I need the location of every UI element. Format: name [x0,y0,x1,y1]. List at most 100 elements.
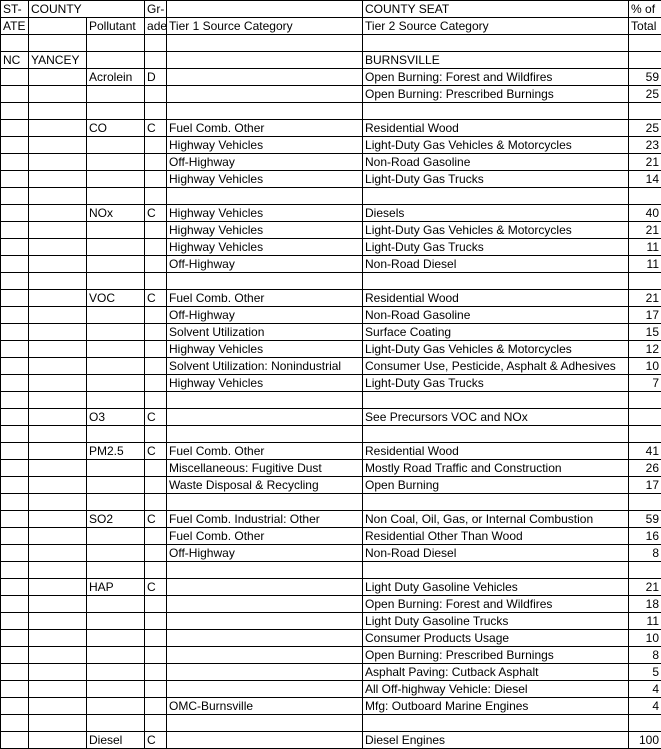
cell-state [1,35,29,52]
cell-grade [145,664,167,681]
cell-tier2: Diesels [363,205,629,222]
cell-county [29,613,87,630]
cell-grade [145,715,167,732]
cell-state: NC [1,52,29,69]
hdr-pollutant: Pollutant [87,18,145,35]
hdr-state2: ATE [1,18,29,35]
table-row: PM2.5CFuel Comb. OtherResidential Wood41 [1,443,661,460]
hdr-grade2: ade [145,18,167,35]
table-row: Miscellaneous: Fugitive DustMostly Road … [1,460,661,477]
cell-pollutant [87,324,145,341]
cell-state [1,596,29,613]
hdr-grade: Gr- [145,1,167,18]
cell-state [1,120,29,137]
cell-pollutant [87,188,145,205]
cell-state [1,324,29,341]
cell-grade [145,86,167,103]
cell-pollutant [87,545,145,562]
table-row: SO2CFuel Comb. Industrial: OtherNon Coal… [1,511,661,528]
cell-tier1 [167,52,363,69]
cell-tier1: Solvent Utilization [167,324,363,341]
hdr-tier1 [167,1,363,18]
cell-tier1: OMC-Burnsville [167,698,363,715]
cell-tier2: Light-Duty Gas Trucks [363,375,629,392]
hdr-tier1-2: Tier 1 Source Category [167,18,363,35]
hdr-pct2: Total [629,18,661,35]
cell-pollutant [87,528,145,545]
cell-pct [629,273,661,290]
cell-tier2: Non-Road Gasoline [363,154,629,171]
cell-tier2: Residential Other Than Wood [363,528,629,545]
cell-pollutant [87,35,145,52]
cell-state [1,579,29,596]
cell-pct: 21 [629,579,661,596]
cell-pollutant: O3 [87,409,145,426]
table-row: Consumer Products Usage10 [1,630,661,647]
cell-pct: 10 [629,630,661,647]
cell-state [1,426,29,443]
cell-tier1 [167,103,363,120]
cell-tier2: Consumer Use, Pesticide, Asphalt & Adhes… [363,358,629,375]
header-row-1: ST- COUNTY Gr- COUNTY SEAT % of [1,1,661,18]
cell-pollutant: Acrolein [87,69,145,86]
cell-grade [145,698,167,715]
cell-grade [145,375,167,392]
table-row [1,103,661,120]
cell-grade [145,171,167,188]
hdr-county: COUNTY [29,1,145,18]
cell-pct: 23 [629,137,661,154]
cell-tier1: Highway Vehicles [167,171,363,188]
cell-tier2: Open Burning: Prescribed Burnings [363,86,629,103]
cell-county [29,103,87,120]
cell-pct: 11 [629,256,661,273]
cell-tier1 [167,630,363,647]
cell-county [29,698,87,715]
cell-tier2 [363,35,629,52]
table-row: Light Duty Gasoline Trucks11 [1,613,661,630]
cell-tier1 [167,86,363,103]
cell-pollutant [87,222,145,239]
cell-county [29,205,87,222]
cell-pollutant [87,86,145,103]
table-row: Solvent UtilizationSurface Coating15 [1,324,661,341]
cell-pct: 10 [629,358,661,375]
cell-pct: 11 [629,613,661,630]
cell-tier1 [167,715,363,732]
cell-county [29,137,87,154]
cell-pct [629,392,661,409]
cell-tier2: Residential Wood [363,290,629,307]
cell-pollutant [87,426,145,443]
table-row: AcroleinDOpen Burning: Forest and Wildfi… [1,69,661,86]
cell-tier1: Off-Highway [167,154,363,171]
cell-county [29,579,87,596]
cell-pollutant [87,358,145,375]
cell-tier1: Fuel Comb. Other [167,528,363,545]
cell-tier2 [363,426,629,443]
cell-county [29,426,87,443]
hdr-tier2: COUNTY SEAT [363,1,629,18]
cell-county [29,392,87,409]
cell-grade [145,477,167,494]
cell-tier2 [363,188,629,205]
cell-state [1,664,29,681]
cell-pollutant [87,562,145,579]
cell-state [1,477,29,494]
cell-county [29,358,87,375]
cell-state [1,358,29,375]
cell-tier2: Open Burning: Forest and Wildfires [363,69,629,86]
cell-grade [145,154,167,171]
cell-tier1: Off-Highway [167,545,363,562]
cell-pollutant [87,596,145,613]
cell-state [1,154,29,171]
cell-state [1,290,29,307]
cell-tier1 [167,647,363,664]
cell-pct: 41 [629,443,661,460]
cell-pollutant [87,137,145,154]
cell-pct: 5 [629,664,661,681]
cell-pct: 17 [629,307,661,324]
cell-grade [145,494,167,511]
table-row: Fuel Comb. OtherResidential Other Than W… [1,528,661,545]
cell-pct [629,715,661,732]
cell-county [29,273,87,290]
cell-pct [629,494,661,511]
